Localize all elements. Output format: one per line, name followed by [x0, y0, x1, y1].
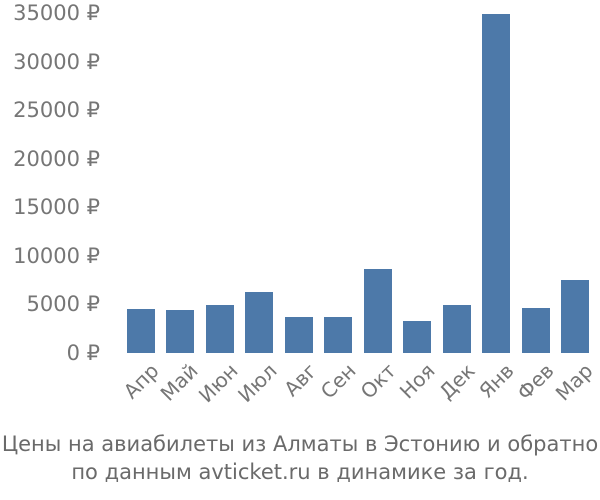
y-axis-tick-label: 30000 ₽ — [13, 49, 100, 74]
y-axis-tick-label: 10000 ₽ — [13, 243, 100, 268]
bar-Дек — [442, 304, 471, 353]
bar-Июн — [205, 304, 234, 353]
bar-Мар — [560, 280, 589, 353]
y-axis-tick-label: 5000 ₽ — [26, 292, 100, 316]
bar-Окт — [363, 268, 392, 353]
caption-line-2: по данным avticket.ru в динамике за год. — [71, 460, 529, 484]
bar-Фев — [521, 308, 550, 353]
caption-line-1: Цены на авиабилеты из Алматы в Эстонию и… — [1, 432, 599, 456]
bar-Май — [166, 310, 195, 353]
bar-Янв — [482, 13, 511, 353]
chart-caption: Цены на авиабилеты из Алматы в Эстонию и… — [0, 430, 600, 486]
bar-Авг — [284, 317, 313, 353]
y-axis-tick-label: 25000 ₽ — [13, 98, 100, 122]
bar-Ноя — [403, 320, 432, 353]
y-axis-tick-label: 35000 ₽ — [13, 1, 100, 25]
y-axis-tick-label: 0 ₽ — [66, 340, 100, 365]
bar-Сен — [324, 317, 353, 353]
plot-area: 0 ₽ 5000 ₽ 10000 ₽ 15000 ₽ 20000 ₽ 25000 ₽ 300… — [13, 1, 597, 408]
y-axis-tick-label: 20000 ₽ — [13, 146, 100, 171]
bar-Июл — [245, 291, 274, 353]
bar-Апр — [127, 309, 155, 353]
y-axis-tick-label: 15000 ₽ — [13, 195, 100, 219]
